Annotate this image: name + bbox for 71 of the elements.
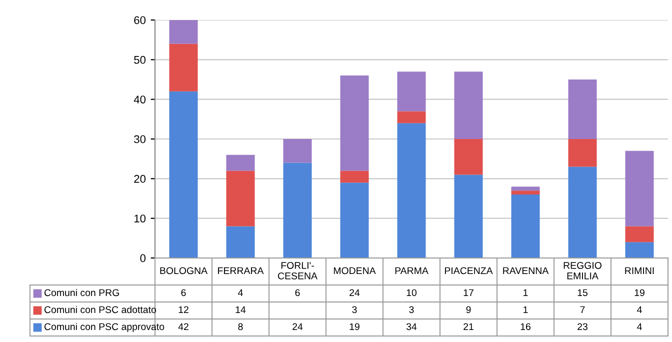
data-label: 19 — [634, 289, 644, 296]
bar — [511, 190, 540, 195]
legend-label: Comuni con PRG — [44, 288, 119, 296]
bar — [397, 123, 426, 258]
bar — [454, 174, 483, 258]
y-tick-label: 50 — [134, 56, 146, 64]
data-label: 7 — [580, 306, 585, 314]
bar — [454, 139, 483, 175]
legend-label: Comuni con PSC approvato — [44, 322, 164, 332]
x-tick-label: PIACENZA — [444, 267, 493, 274]
bar — [568, 80, 597, 139]
y-tick-label: 60 — [134, 16, 146, 24]
data-label: 14 — [236, 306, 246, 314]
data-label: 24 — [292, 323, 303, 330]
x-tick-label: REGGIO EMILIA — [564, 262, 602, 280]
data-label: 6 — [295, 289, 300, 296]
bar — [397, 111, 426, 124]
data-label: 9 — [466, 306, 471, 314]
x-tick-label: RIMINI — [625, 267, 654, 274]
bar — [340, 76, 369, 171]
bar — [283, 162, 312, 258]
y-tick-label: 30 — [134, 135, 146, 144]
data-label: 42 — [178, 323, 188, 330]
data-label: 34 — [406, 323, 417, 330]
bar — [169, 44, 198, 92]
bar — [340, 182, 369, 258]
y-tick-label: 10 — [134, 214, 146, 222]
y-tick-label: 0 — [140, 254, 146, 262]
bar — [226, 154, 255, 171]
data-label: 21 — [464, 323, 474, 330]
data-label: 12 — [178, 306, 188, 314]
data-label: 6 — [181, 289, 186, 296]
bar — [226, 226, 255, 258]
bar — [169, 20, 198, 44]
x-tick-label: BOLOGNA — [160, 267, 208, 274]
data-label: 24 — [350, 289, 360, 296]
x-tick-label: MODENA — [334, 267, 376, 274]
y-tick-label: 40 — [134, 96, 146, 104]
bar — [226, 170, 255, 226]
data-label: 3 — [409, 306, 414, 314]
data-label: 16 — [520, 323, 530, 330]
data-label: 1 — [524, 306, 528, 314]
legend-label: Comuni con PSC adottato — [44, 306, 156, 314]
x-tick-label: RAVENNA — [503, 267, 549, 274]
data-label: 4 — [637, 306, 642, 314]
bar — [511, 186, 540, 191]
bar — [511, 194, 540, 258]
data-label: 4 — [637, 323, 642, 330]
data-label: 4 — [238, 289, 243, 296]
x-tick-label: FERRARA — [218, 267, 264, 274]
data-label: 3 — [352, 306, 357, 314]
y-tick-label: 20 — [134, 174, 146, 183]
bar — [454, 72, 483, 139]
data-label: 23 — [578, 323, 588, 330]
data-label: 1 — [524, 289, 528, 296]
bar — [283, 139, 312, 163]
x-tick-label: PARMA — [395, 267, 428, 274]
data-label: 19 — [350, 323, 360, 330]
bar — [568, 139, 597, 167]
data-label: 15 — [578, 289, 588, 296]
bar — [397, 72, 426, 112]
x-tick-label: FORLI'- CESENA — [278, 262, 318, 280]
bar — [169, 91, 198, 258]
bar — [340, 170, 369, 183]
bar — [625, 226, 654, 242]
bar — [625, 150, 654, 226]
data-label: 8 — [238, 323, 243, 330]
bar — [568, 166, 597, 258]
data-label: 10 — [406, 289, 417, 296]
bar — [625, 242, 654, 258]
data-label: 17 — [464, 289, 474, 296]
